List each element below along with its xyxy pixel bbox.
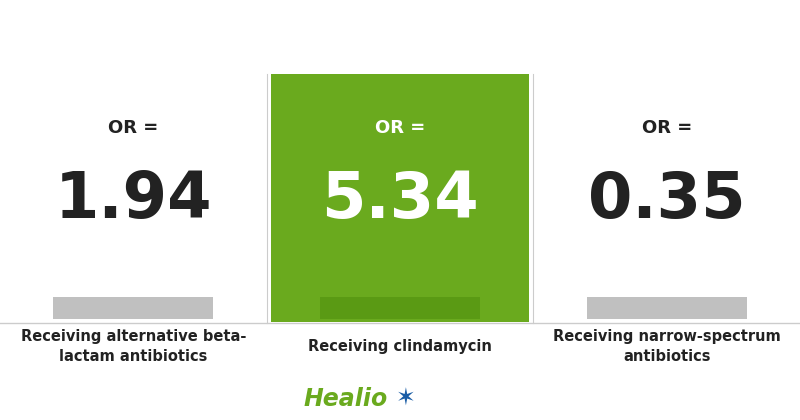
Bar [320,297,480,318]
Text: 0.35: 0.35 [588,169,746,231]
Text: Receiving clindamycin: Receiving clindamycin [308,339,492,354]
Bar [54,297,214,318]
Text: OR =: OR = [108,119,158,136]
Text: Receiving narrow-spectrum
antibiotics: Receiving narrow-spectrum antibiotics [553,329,781,364]
Text: OR =: OR = [375,119,425,136]
Text: Adjusted odds ratios among inpatients with documented penicillin allergy:: Adjusted odds ratios among inpatients wi… [18,24,774,42]
Bar [586,297,746,318]
Text: 5.34: 5.34 [321,169,479,231]
Text: ✶: ✶ [396,387,416,411]
Text: Receiving alternative beta-
lactam antibiotics: Receiving alternative beta- lactam antib… [21,329,246,364]
Text: OR =: OR = [642,119,692,136]
Bar [270,74,530,322]
Text: 1.94: 1.94 [54,169,212,231]
Text: Healio: Healio [304,387,388,411]
